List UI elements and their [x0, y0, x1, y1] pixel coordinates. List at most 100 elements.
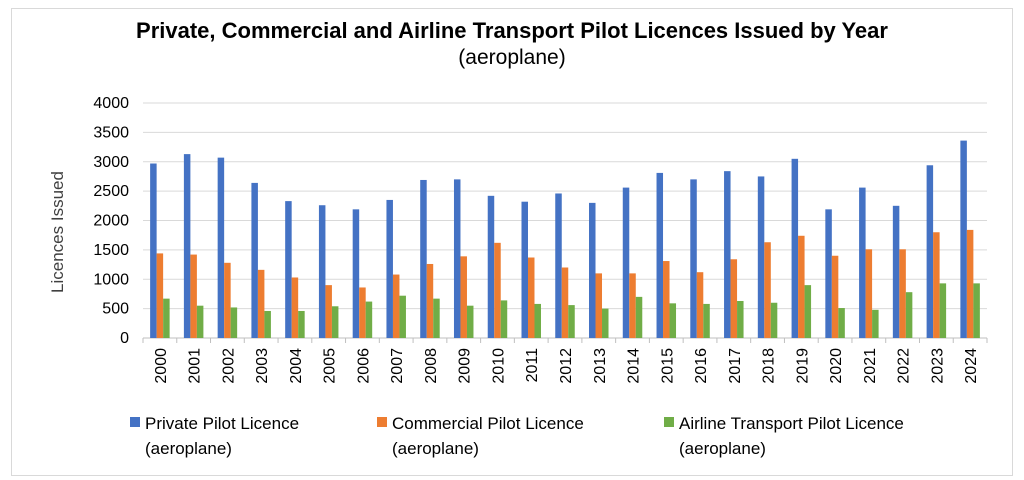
bar: [568, 305, 575, 338]
bar: [318, 205, 326, 338]
x-tick-label: 2020: [828, 348, 845, 384]
y-tick-label: 4000: [93, 95, 129, 112]
legend-label: Airline Transport Pilot Licence: [679, 414, 904, 433]
bar: [420, 179, 427, 338]
bar: [150, 163, 157, 338]
bar: [196, 305, 204, 338]
legend-swatch: [377, 417, 387, 427]
bar: [635, 296, 643, 338]
y-axis-ticks: 0 500 1000 1500 2000 2500 3000 3500 4000: [93, 95, 129, 347]
legend-label: Commercial Pilot Licence: [392, 414, 584, 433]
bar: [264, 310, 271, 338]
bar: [629, 273, 636, 338]
bar: [453, 179, 461, 338]
y-axis-title: Licences Issued: [48, 171, 67, 293]
bar: [589, 202, 596, 338]
chart-frame: [11, 8, 1013, 476]
bar: [831, 255, 839, 338]
chart-subtitle: (aeroplane): [458, 46, 566, 69]
chart-title: Private, Commercial and Airline Transpor…: [136, 18, 888, 43]
bar: [838, 308, 845, 338]
bar: [500, 300, 508, 338]
legend-label: Private Pilot Licence: [145, 414, 299, 433]
bar: [791, 158, 799, 338]
bar: [622, 187, 630, 338]
bar: [872, 309, 879, 338]
bar: [359, 287, 366, 338]
bar: [757, 176, 765, 338]
bar: [825, 209, 832, 338]
y-tick-label: 0: [120, 330, 129, 347]
x-tick-label: 2009: [457, 348, 474, 384]
x-tick-label: 2023: [929, 348, 946, 384]
bar: [669, 303, 677, 338]
bar: [257, 269, 265, 338]
x-tick-label: 2004: [288, 348, 305, 384]
y-tick-label: 500: [102, 301, 129, 318]
bar: [966, 229, 974, 338]
x-tick-label: 2003: [254, 348, 271, 384]
y-tick-label: 1000: [93, 271, 129, 288]
bar: [960, 140, 967, 338]
bar: [466, 305, 474, 338]
bar: [521, 201, 528, 338]
legend-swatch: [664, 417, 674, 427]
bar: [933, 232, 940, 338]
bar: [905, 292, 913, 338]
bar: [798, 235, 805, 338]
bar: [426, 263, 434, 338]
bar: [298, 310, 305, 338]
bar: [602, 308, 609, 338]
bar: [251, 182, 258, 338]
x-tick-label: 2013: [592, 348, 609, 384]
x-tick-label: 2007: [389, 348, 406, 384]
bar: [804, 285, 812, 338]
bar: [696, 272, 704, 338]
legend-label: (aeroplane): [145, 439, 232, 458]
x-tick-label: 2016: [693, 348, 710, 384]
bar: [730, 259, 738, 338]
bar: [433, 298, 440, 338]
bar: [190, 254, 197, 338]
bar: [939, 283, 947, 338]
x-tick-label: 2018: [761, 348, 778, 384]
bar: [217, 157, 225, 338]
y-tick-label: 1500: [93, 242, 129, 259]
y-tick-label: 2000: [93, 213, 129, 230]
bar: [770, 302, 778, 338]
bar: [899, 249, 906, 338]
x-tick-label: 2000: [153, 348, 170, 384]
x-tick-label: 2005: [322, 348, 339, 384]
bar: [392, 274, 400, 338]
bar: [865, 249, 873, 338]
bar: [291, 277, 299, 338]
bar: [703, 303, 710, 338]
x-tick-label: 2019: [794, 348, 811, 384]
x-tick-label: 2014: [626, 348, 643, 384]
bar: [365, 301, 373, 338]
bar: [331, 306, 339, 338]
bar: [724, 171, 731, 338]
bar: [325, 285, 332, 338]
bar: [527, 257, 535, 338]
x-tick-label: 2024: [963, 348, 980, 384]
bar: [690, 179, 697, 338]
bar: [352, 209, 360, 338]
x-tick-label: 2022: [896, 348, 913, 384]
bar: [156, 253, 164, 338]
bar: [595, 273, 603, 338]
x-tick-label: 2015: [659, 348, 676, 384]
bar: [163, 298, 170, 338]
bar: [973, 283, 980, 338]
x-tick-label: 2008: [423, 348, 440, 384]
bar: [224, 262, 231, 338]
bar: [663, 261, 670, 338]
legend-label: (aeroplane): [679, 439, 766, 458]
bars: [150, 140, 980, 338]
bar: [859, 187, 866, 338]
bar: [561, 267, 569, 338]
gridlines: [143, 102, 987, 339]
x-tick-label: 2017: [727, 348, 744, 384]
bar: [534, 303, 541, 338]
